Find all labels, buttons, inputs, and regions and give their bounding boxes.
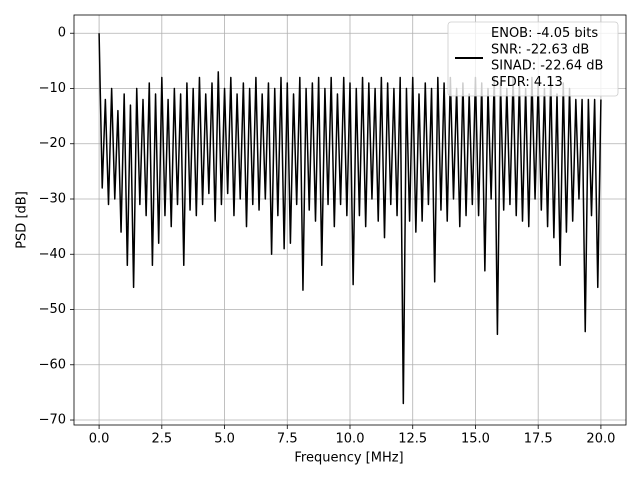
legend-label: ENOB: -4.05 bits SNR: -22.63 dB SINAD: -22…: [491, 26, 603, 90]
y-tick-label: 0: [58, 26, 66, 41]
x-tick-label: 15.0: [461, 432, 490, 447]
y-tick-label: −50: [39, 302, 66, 317]
x-tick-label: 17.5: [524, 432, 553, 447]
x-tick-label: 0.0: [89, 432, 110, 447]
x-tick-label: 2.5: [151, 432, 172, 447]
y-tick-label: −70: [39, 413, 66, 428]
x-tick-label: 10.0: [336, 432, 365, 447]
x-tick-label: 12.5: [398, 432, 427, 447]
psd-line: [98, 33, 602, 405]
x-axis-label: Frequency [MHz]: [294, 451, 403, 466]
legend-box: [447, 21, 619, 97]
y-tick-label: −10: [39, 81, 66, 96]
x-tick-label: 7.5: [277, 432, 298, 447]
y-tick-label: −40: [39, 247, 66, 262]
y-tick-label: −60: [39, 357, 66, 372]
plot-area: [98, 33, 602, 405]
x-tick-label: 20.0: [586, 432, 615, 447]
x-tick-label: 5.0: [214, 432, 235, 447]
y-tick-label: −30: [39, 192, 66, 207]
y-axis-label: PSD [dB]: [15, 191, 30, 249]
legend: ENOB: -4.05 bits SNR: -22.63 dB SINAD: -22…: [447, 21, 619, 97]
y-tick-label: −20: [39, 136, 66, 151]
